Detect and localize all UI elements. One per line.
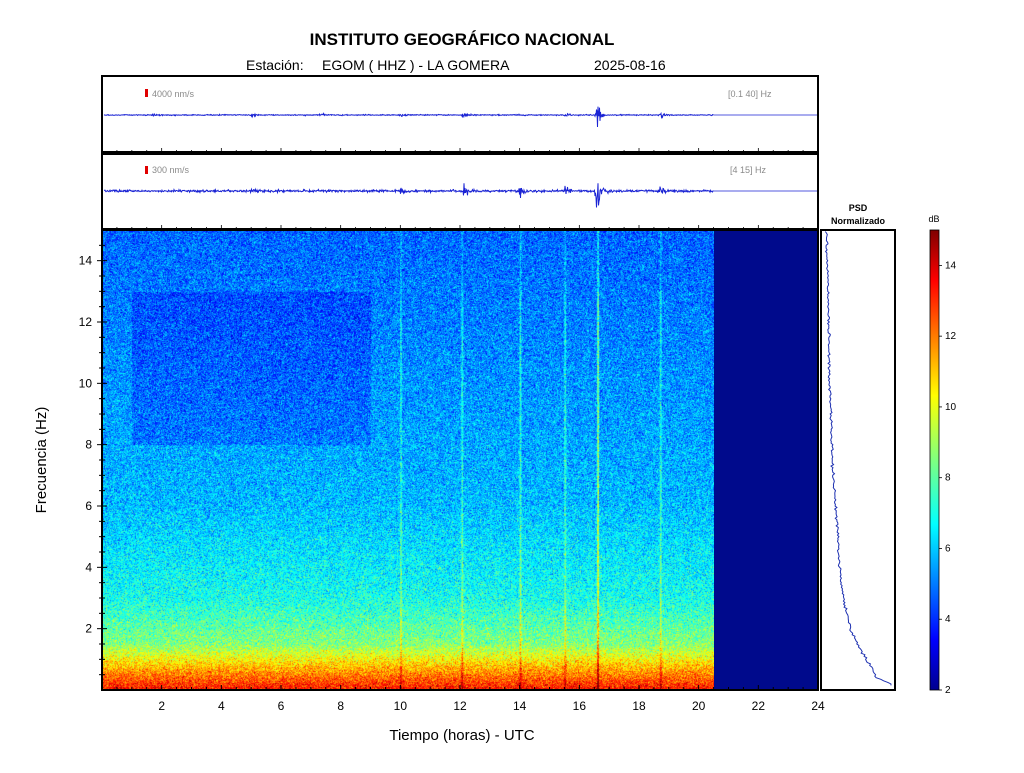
- y-tick-label: 10: [79, 376, 93, 390]
- colorbar-tick-label: 10: [945, 402, 957, 413]
- x-tick-label: 12: [453, 699, 467, 713]
- psd-title: PSD: [849, 203, 868, 213]
- x-tick-label: 16: [573, 699, 587, 713]
- spectrogram-image: [102, 230, 714, 690]
- colorbar-tick-label: 6: [945, 543, 951, 554]
- waveform-filtered: [103, 183, 714, 208]
- psd-panel: PSD Normalizado: [820, 203, 896, 691]
- scale-bar-icon: [145, 89, 148, 97]
- x-tick-label: 18: [632, 699, 646, 713]
- x-tick-label: 22: [752, 699, 766, 713]
- x-axis-label: Tiempo (horas) - UTC: [389, 727, 534, 744]
- x-tick-label: 20: [692, 699, 706, 713]
- station-name: EGOM ( HHZ ) - LA GOMERA: [322, 57, 510, 73]
- figure-title: INSTITUTO GEOGRÁFICO NACIONAL: [310, 30, 615, 49]
- y-tick-label: 4: [85, 560, 92, 574]
- no-data-region: [714, 230, 818, 690]
- y-tick-label: 14: [79, 254, 93, 268]
- figure-date: 2025-08-16: [594, 57, 666, 73]
- y-axis-label: Frecuencia (Hz): [33, 407, 50, 514]
- y-tick-label: 2: [85, 622, 92, 636]
- x-tick-label: 2: [158, 699, 165, 713]
- colorbar-unit: dB: [928, 214, 939, 224]
- colorbar: dB 2 4 6 8 10 12 14: [928, 214, 956, 696]
- x-tick-label: 10: [394, 699, 408, 713]
- x-tick-label: 8: [337, 699, 344, 713]
- scale-bar-icon: [145, 166, 148, 174]
- psd-frame: [820, 229, 896, 691]
- x-tick-label: 24: [811, 699, 825, 713]
- trace-filter-label: [4 15] Hz: [730, 165, 767, 175]
- y-tick-label: 8: [85, 438, 92, 452]
- waveform-broadband: [103, 106, 714, 128]
- x-tick-label: 4: [218, 699, 225, 713]
- trace-scale-label: 4000 nm/s: [152, 89, 195, 99]
- colorbar-tick-label: 14: [945, 260, 957, 271]
- trace-filter-label: [0.1 40] Hz: [728, 89, 772, 99]
- colorbar-tick-label: 8: [945, 473, 951, 484]
- x-tick-label: 6: [278, 699, 285, 713]
- colorbar-tick-label: 4: [945, 614, 951, 625]
- trace-panel-frame: [101, 75, 819, 153]
- y-tick-label: 6: [85, 499, 92, 513]
- psd-subtitle: Normalizado: [831, 216, 886, 226]
- colorbar-tick-label: 12: [945, 331, 957, 342]
- x-tick-label: 14: [513, 699, 527, 713]
- psd-curve: [824, 231, 892, 686]
- station-label: Estación:: [246, 57, 304, 73]
- colorbar-tick-label: 2: [945, 685, 951, 696]
- trace-scale-label: 300 nm/s: [152, 165, 190, 175]
- colorbar-gradient: [929, 229, 940, 691]
- trace-panel-broadband: 4000 nm/s [0.1 40] Hz: [101, 75, 819, 153]
- y-tick-label: 12: [79, 315, 93, 329]
- trace-panel-filtered: 300 nm/s [4 15] Hz: [101, 153, 819, 230]
